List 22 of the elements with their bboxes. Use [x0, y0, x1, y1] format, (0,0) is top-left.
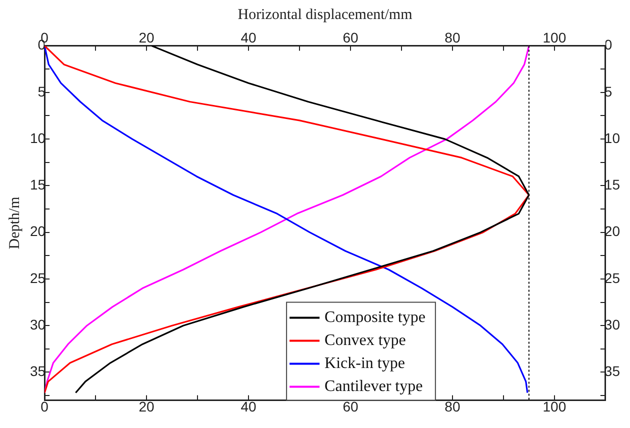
- y2-tick-label: 10: [604, 130, 620, 146]
- legend-label: Kick-in type: [324, 354, 405, 372]
- y2-tick-label: 30: [604, 316, 620, 332]
- y-axis-title: Depth/m: [6, 196, 23, 250]
- x-tick-label: 100: [542, 398, 566, 414]
- y2-tick-label: 35: [604, 363, 620, 380]
- x-tick-label: 80: [444, 398, 460, 414]
- x2-tick-label: 100: [542, 29, 566, 46]
- x-axis-title: Horizontal displacement/mm: [238, 6, 413, 23]
- y2-tick-label: 15: [604, 176, 620, 193]
- x2-tick-label: 60: [342, 29, 358, 46]
- legend-label: Composite type: [324, 308, 426, 326]
- legend-label: Convex type: [324, 332, 406, 349]
- x2-tick-label: 20: [138, 29, 155, 46]
- y2-tick-label: 25: [604, 270, 620, 286]
- x2-tick-label: 80: [444, 29, 460, 46]
- legend-label: Cantilever type: [324, 378, 423, 395]
- x-tick-label: 60: [342, 398, 358, 414]
- x-tick-label: 20: [138, 398, 155, 414]
- y2-tick-label: 20: [604, 223, 620, 240]
- x2-tick-label: 40: [240, 29, 257, 46]
- x-tick-label: 40: [240, 398, 257, 414]
